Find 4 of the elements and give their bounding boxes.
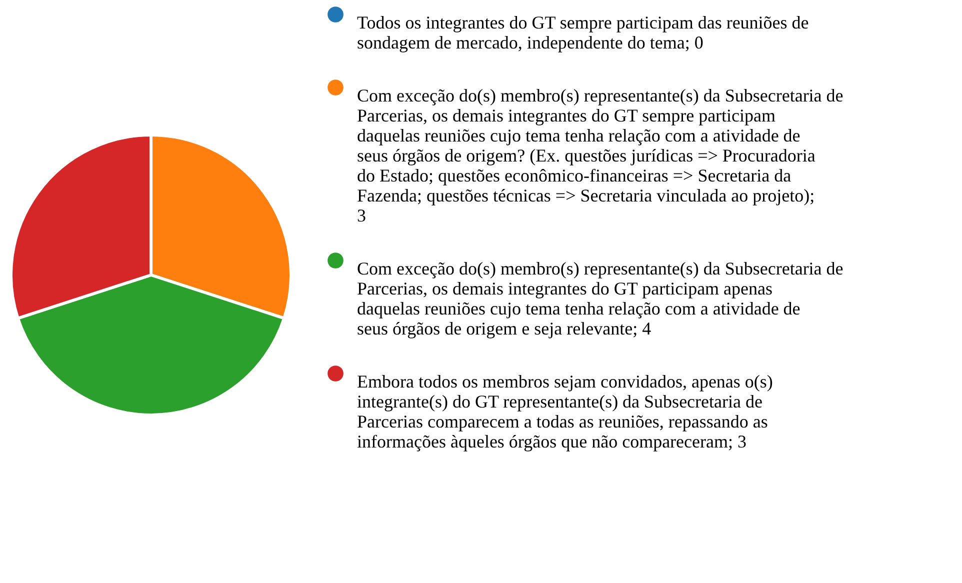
legend-label: Com exceção do(s) membro(s) representante(s) da Subsecretaria de Parcerias, os demais integrantes do GT participam apenas daquelas reuniões cujo tema tenha relação com a atividade de seus órgãos de origem e seja relevante; 4 — [357, 258, 844, 338]
legend-label: Embora todos os membros sejam convidados, apenas o(s) integrante(s) do GT representante(s) da Subsecretaria de Parcerias comparecem a todas as reuniões, repassando as informações àqueles órgãos que não compareceram; 3 — [357, 372, 773, 452]
legend-label: Com exceção do(s) membro(s) representante(s) da Subsecretaria de Parcerias, os demais integrantes do GT sempre participam daquelas reuniões cujo tema tenha relação com a atividade de seus órgãos de origem? (Ex. questões jurídicas => Procuradoria do Estado; questões econômico-financeiras => Secretaria da Fazenda; questões técnicas => Secretaria vinculada ao projeto); 3 — [357, 86, 844, 226]
legend-label: Todos os integrantes do GT sempre participam das reuniões de sondagem de mercado, independente do tema; 0 — [357, 12, 809, 52]
